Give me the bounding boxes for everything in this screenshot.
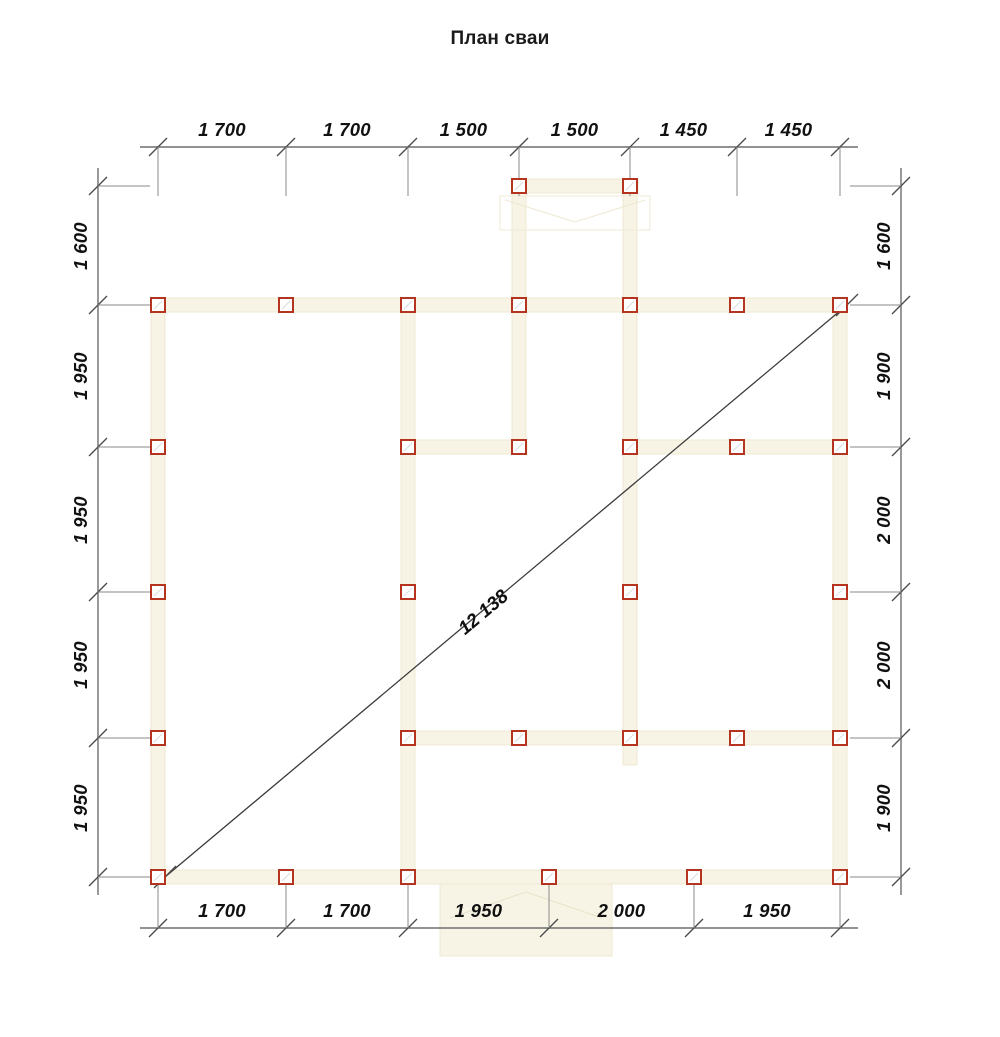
left-dim-label-1: 1 950 xyxy=(70,352,91,400)
pile-hatch xyxy=(625,587,635,597)
porch-top-chevron xyxy=(504,199,646,223)
bottom-dim-label-4: 1 950 xyxy=(743,900,791,921)
pile-hatch xyxy=(514,733,524,743)
pile-hatch xyxy=(625,300,635,310)
pile-hatch xyxy=(835,733,845,743)
pile-hatch xyxy=(835,442,845,452)
left-dim-label-0: 1 600 xyxy=(70,221,91,270)
right-dim-label-0: 1 600 xyxy=(873,221,894,270)
wall-band-row-5 xyxy=(150,869,848,885)
left-dim-label-4: 1 950 xyxy=(70,783,91,832)
pile-hatch xyxy=(732,733,742,743)
wall-band-col-porch-right xyxy=(622,178,638,766)
top-dim-label-1: 1 700 xyxy=(323,119,371,140)
bottom-dim-label-3: 2 000 xyxy=(597,900,646,921)
pile-hatch xyxy=(153,872,163,882)
pile-hatch xyxy=(732,442,742,452)
wall-band-row-2-left xyxy=(400,439,528,455)
top-dim-label-4: 1 450 xyxy=(659,119,708,140)
right-dim-label-1: 1 900 xyxy=(873,352,894,400)
right-dim-label-3: 2 000 xyxy=(873,641,894,689)
pile-hatch xyxy=(403,733,413,743)
pile-hatch xyxy=(403,872,413,882)
right-dim-label-2: 2 000 xyxy=(873,495,894,544)
page-title: План сваи xyxy=(450,28,550,49)
right-dim-label-4: 1 900 xyxy=(873,783,894,832)
top-dim-label-5: 1 450 xyxy=(764,119,813,140)
piles-group xyxy=(150,178,848,885)
pile-hatch xyxy=(544,872,554,882)
pile-hatch xyxy=(153,587,163,597)
pile-hatch xyxy=(835,587,845,597)
pile-hatch xyxy=(514,300,524,310)
pile-hatch xyxy=(403,587,413,597)
pile-hatch xyxy=(689,872,699,882)
top-dim-label-0: 1 700 xyxy=(198,119,246,140)
wall-band-top-porch xyxy=(511,178,639,194)
pile-hatch xyxy=(403,442,413,452)
porch-steps-bottom xyxy=(439,883,613,957)
bottom-dim-label-1: 1 700 xyxy=(323,900,371,921)
dimension-lines-group xyxy=(88,137,911,938)
pile-hatch xyxy=(514,181,524,191)
pile-hatch xyxy=(153,733,163,743)
pile-hatch xyxy=(403,300,413,310)
bottom-dim-label-0: 1 700 xyxy=(198,900,246,921)
pile-hatch xyxy=(514,442,524,452)
pile-hatch xyxy=(732,300,742,310)
bottom-dim-label-2: 1 950 xyxy=(454,900,503,921)
pile-hatch xyxy=(835,300,845,310)
porch-top-outline xyxy=(499,195,651,231)
wall-band-col-porch-left xyxy=(511,178,527,455)
diagonal-line-group xyxy=(153,293,859,889)
pile-hatch xyxy=(625,442,635,452)
diagonal-measure-line xyxy=(164,304,848,878)
left-dim-label-3: 1 950 xyxy=(70,641,91,689)
pile-hatch xyxy=(153,300,163,310)
porch-outline-group xyxy=(439,195,651,957)
top-dim-label-2: 1 500 xyxy=(439,119,488,140)
pile-hatch xyxy=(281,872,291,882)
pile-hatch xyxy=(153,442,163,452)
left-dim-label-2: 1 950 xyxy=(70,495,91,544)
pile-hatch xyxy=(835,872,845,882)
pile-hatch xyxy=(625,733,635,743)
wall-bands-group xyxy=(150,178,848,885)
top-dim-label-3: 1 500 xyxy=(550,119,599,140)
pile-hatch xyxy=(281,300,291,310)
porch-steps-chevron xyxy=(449,891,603,919)
pile-hatch xyxy=(625,181,635,191)
